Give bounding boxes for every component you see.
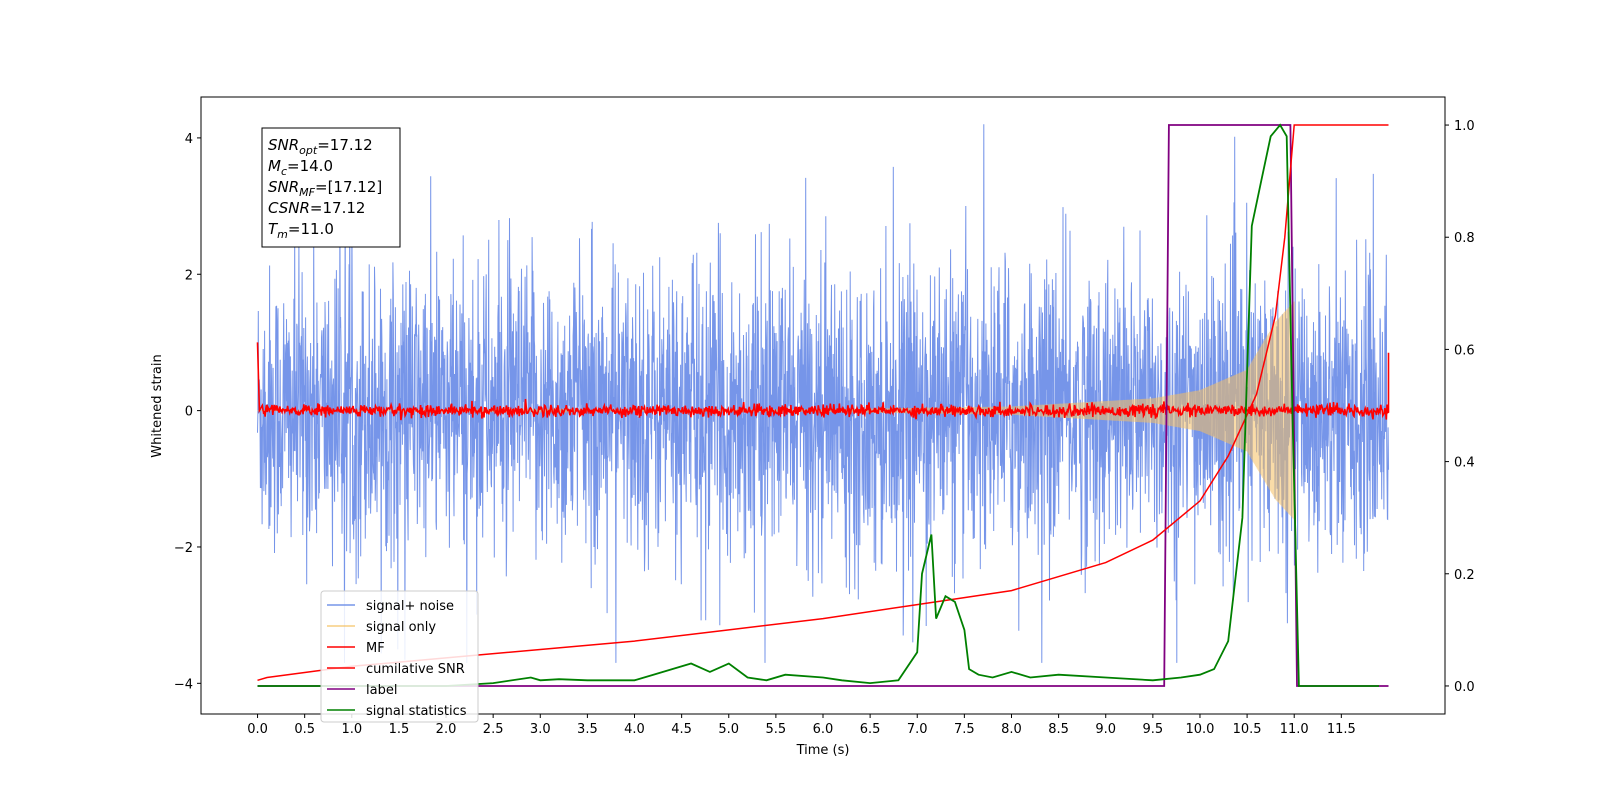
series-mf-line (256, 342, 1390, 421)
x-tick-label: 7.0 (907, 722, 928, 737)
legend: signal+ noise signal only MF cumilative SNR… (320, 590, 479, 723)
legend-item: MF (327, 641, 385, 656)
y-axis-label: Whitened strain (150, 354, 165, 457)
info-box-line: Tm=11.0 (268, 220, 334, 241)
info-box-line: Mc=14.0 (268, 157, 333, 178)
x-tick-label: 2.5 (483, 722, 504, 737)
legend-item: label (327, 683, 397, 698)
x-tick-label: 8.0 (1001, 722, 1022, 737)
x-tick-label: 10.0 (1185, 722, 1214, 737)
info-box-line: SNRopt=17.12 (268, 136, 373, 157)
x-tick-label: 7.5 (954, 722, 975, 737)
y-tick-label: 0 (185, 405, 193, 420)
x-tick-label: 4.0 (624, 722, 645, 737)
legend-item: signal statistics (327, 704, 467, 719)
legend-label: cumilative SNR (366, 662, 465, 677)
series-signal-statistics-line (257, 123, 1379, 687)
x-tick-label: 0.0 (247, 722, 268, 737)
x-tick-label: 9.5 (1143, 722, 1164, 737)
y2-tick-label: 0.8 (1454, 231, 1475, 246)
x-tick-label: 3.0 (530, 722, 551, 737)
x-tick-label: 10.5 (1233, 722, 1262, 737)
x-tick-label: 4.5 (671, 722, 692, 737)
info-box: SNRopt=17.12Mc=14.0SNRMF=[17.12]CSNR=17.… (261, 127, 401, 248)
legend-label: signal+ noise (366, 599, 454, 614)
legend-frame (320, 590, 479, 723)
x-tick-label: 1.0 (341, 722, 362, 737)
legend-item: signal+ noise (327, 599, 454, 614)
x-tick-label: 6.0 (813, 722, 834, 737)
y2-tick-label: 0.0 (1454, 680, 1475, 695)
x-tick-label: 5.5 (766, 722, 787, 737)
y-tick-label: −2 (174, 541, 193, 556)
info-box-frame (261, 127, 401, 248)
legend-label: signal only (366, 620, 436, 635)
y-tick-label: 2 (185, 268, 193, 283)
x-tick-label: 2.0 (436, 722, 457, 737)
legend-label: MF (366, 641, 385, 656)
y-tick-label: −4 (174, 677, 193, 692)
x-tick-label: 0.5 (294, 722, 315, 737)
x-tick-label: 8.5 (1048, 722, 1069, 737)
y2-tick-label: 0.2 (1454, 568, 1475, 583)
info-box-line: SNRMF=[17.12] (268, 178, 382, 199)
y2-tick-label: 0.6 (1454, 343, 1475, 358)
series-signal-noise-line (257, 124, 1389, 663)
x-tick-label: 3.5 (577, 722, 598, 737)
legend-label: signal statistics (366, 704, 467, 719)
x-tick-label: 9.0 (1095, 722, 1116, 737)
x-tick-label: 11.5 (1327, 722, 1356, 737)
x-tick-label: 6.5 (860, 722, 881, 737)
info-box-line: CSNR=17.12 (268, 199, 365, 217)
y-tick-label: 4 (185, 132, 193, 147)
legend-item: signal only (327, 620, 436, 635)
y2-tick-label: 0.4 (1454, 456, 1475, 471)
x-tick-label: 5.0 (718, 722, 739, 737)
x-tick-label: 1.5 (389, 722, 410, 737)
legend-label: label (366, 683, 397, 698)
y2-tick-label: 1.0 (1454, 119, 1475, 134)
x-tick-label: 11.0 (1280, 722, 1309, 737)
x-axis-label: Time (s) (796, 743, 850, 758)
legend-item: cumilative SNR (327, 662, 465, 677)
